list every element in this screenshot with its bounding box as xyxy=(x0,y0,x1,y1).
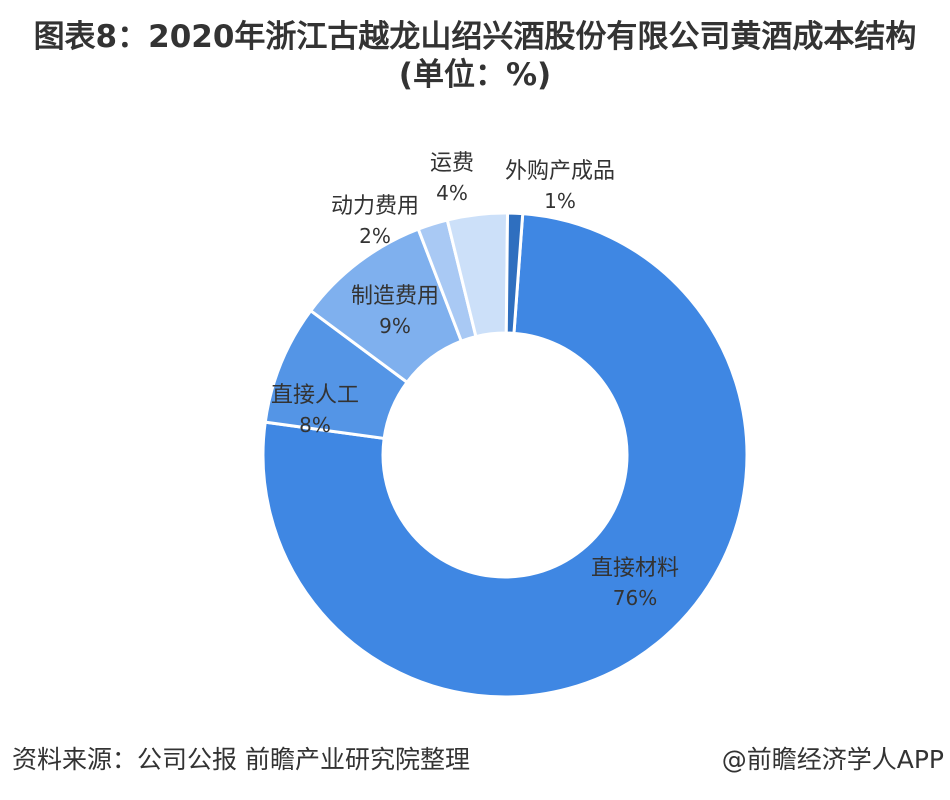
slice-value-5: 1% xyxy=(544,189,576,213)
slice-value-1: 8% xyxy=(299,413,331,437)
slice-0 xyxy=(261,212,749,699)
slice-value-0: 76% xyxy=(613,586,657,610)
slice-label-4: 运费 xyxy=(430,151,474,176)
slice-label-1: 直接人工 xyxy=(271,383,359,408)
donut-labels: 直接材料 76% 直接人工 8% 制造费用 9% 动力费用 2% 运费 4% 外购产成品 1% xyxy=(271,151,679,610)
slice-label-3: 动力费用 xyxy=(331,194,419,219)
chart-title: 图表8：2020年浙江古越龙山绍兴酒股份有限公司黄酒成本结构(单位：%) xyxy=(33,19,917,93)
slice-5 xyxy=(504,211,525,335)
slice-value-3: 2% xyxy=(359,224,391,248)
slice-label-2: 制造费用 xyxy=(351,284,439,309)
slice-label-5: 外购产成品 xyxy=(505,159,615,184)
slice-value-2: 9% xyxy=(379,314,411,338)
source-note: 资料来源：公司公报 前瞻产业研究院整理 xyxy=(12,745,470,774)
credit-note: @前瞻经济学人APP xyxy=(721,745,944,774)
donut-slices xyxy=(261,211,749,699)
slice-value-4: 4% xyxy=(436,181,468,205)
slice-label-0: 直接材料 xyxy=(591,556,679,581)
